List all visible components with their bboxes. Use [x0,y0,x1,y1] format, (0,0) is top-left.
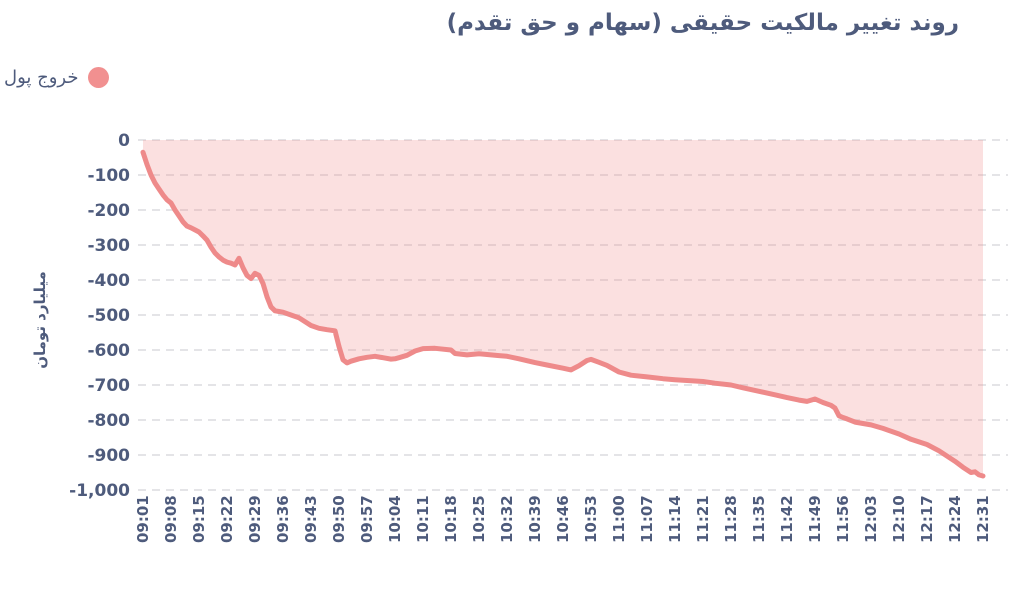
y-axis-title: میلیارد تومان [31,271,49,369]
x-tick-label: 10:46 [554,495,572,543]
x-tick-label: 10:11 [414,495,432,543]
y-tick-label: -1,000 [69,481,130,501]
x-tick-label: 09:22 [218,495,236,543]
x-tick-label: 11:28 [722,495,740,543]
x-tick-label: 10:39 [526,495,544,543]
x-tick-label: 12:31 [974,495,992,543]
x-tick-label: 12:03 [862,495,880,543]
y-tick-label: -900 [87,446,130,466]
x-tick-label: 11:21 [694,495,712,543]
legend[interactable]: خروج پول [4,64,110,90]
y-tick-label: -800 [87,411,130,431]
y-tick-label: -200 [87,201,130,221]
x-tick-label: 10:04 [386,495,404,543]
x-tick-label: 09:01 [134,495,152,543]
y-tick-label: -600 [87,341,130,361]
x-tick-label: 09:29 [246,495,264,543]
x-tick-label: 11:07 [638,495,656,543]
x-tick-label: 11:56 [834,495,852,543]
chart-title: روند تغییر مالکیت حقیقی (سهام و حق تقدم) [446,10,959,36]
x-tick-label: 09:50 [330,495,348,543]
y-tick-label: -500 [87,306,130,326]
y-tick-label: -300 [87,236,130,256]
x-tick-label: 11:14 [666,495,684,543]
legend-label: خروج پول [4,66,79,88]
x-tick-label: 11:49 [806,495,824,543]
y-tick-label: -700 [87,376,130,396]
y-tick-label: -400 [87,271,130,291]
x-tick-label: 09:08 [162,495,180,543]
x-tick-label: 10:53 [582,495,600,543]
area-chart: 0 -100 -200 -300 -400 -500 -600 -700 -800 -900 -1,… [31,131,1008,543]
x-tick-label: 10:25 [470,495,488,543]
x-tick-label: 10:32 [498,495,516,543]
x-tick-label: 11:35 [750,495,768,543]
x-tick-label: 10:18 [442,495,460,543]
trend-line[interactable] [140,149,986,479]
x-tick-label: 11:42 [778,495,796,543]
x-tick-label: 09:57 [358,495,376,543]
y-tick-label: -100 [87,166,130,186]
x-tick-label: 11:00 [610,495,628,543]
x-tick-label: 09:15 [190,495,208,543]
x-tick-label: 09:43 [302,495,320,543]
y-tick-label: 0 [118,131,130,151]
x-tick-label: 12:24 [946,495,964,543]
x-tick-label: 09:36 [274,495,292,543]
legend-dot-icon [88,66,110,88]
x-tick-label: 12:10 [890,495,908,543]
x-tick-label: 12:17 [918,495,936,543]
